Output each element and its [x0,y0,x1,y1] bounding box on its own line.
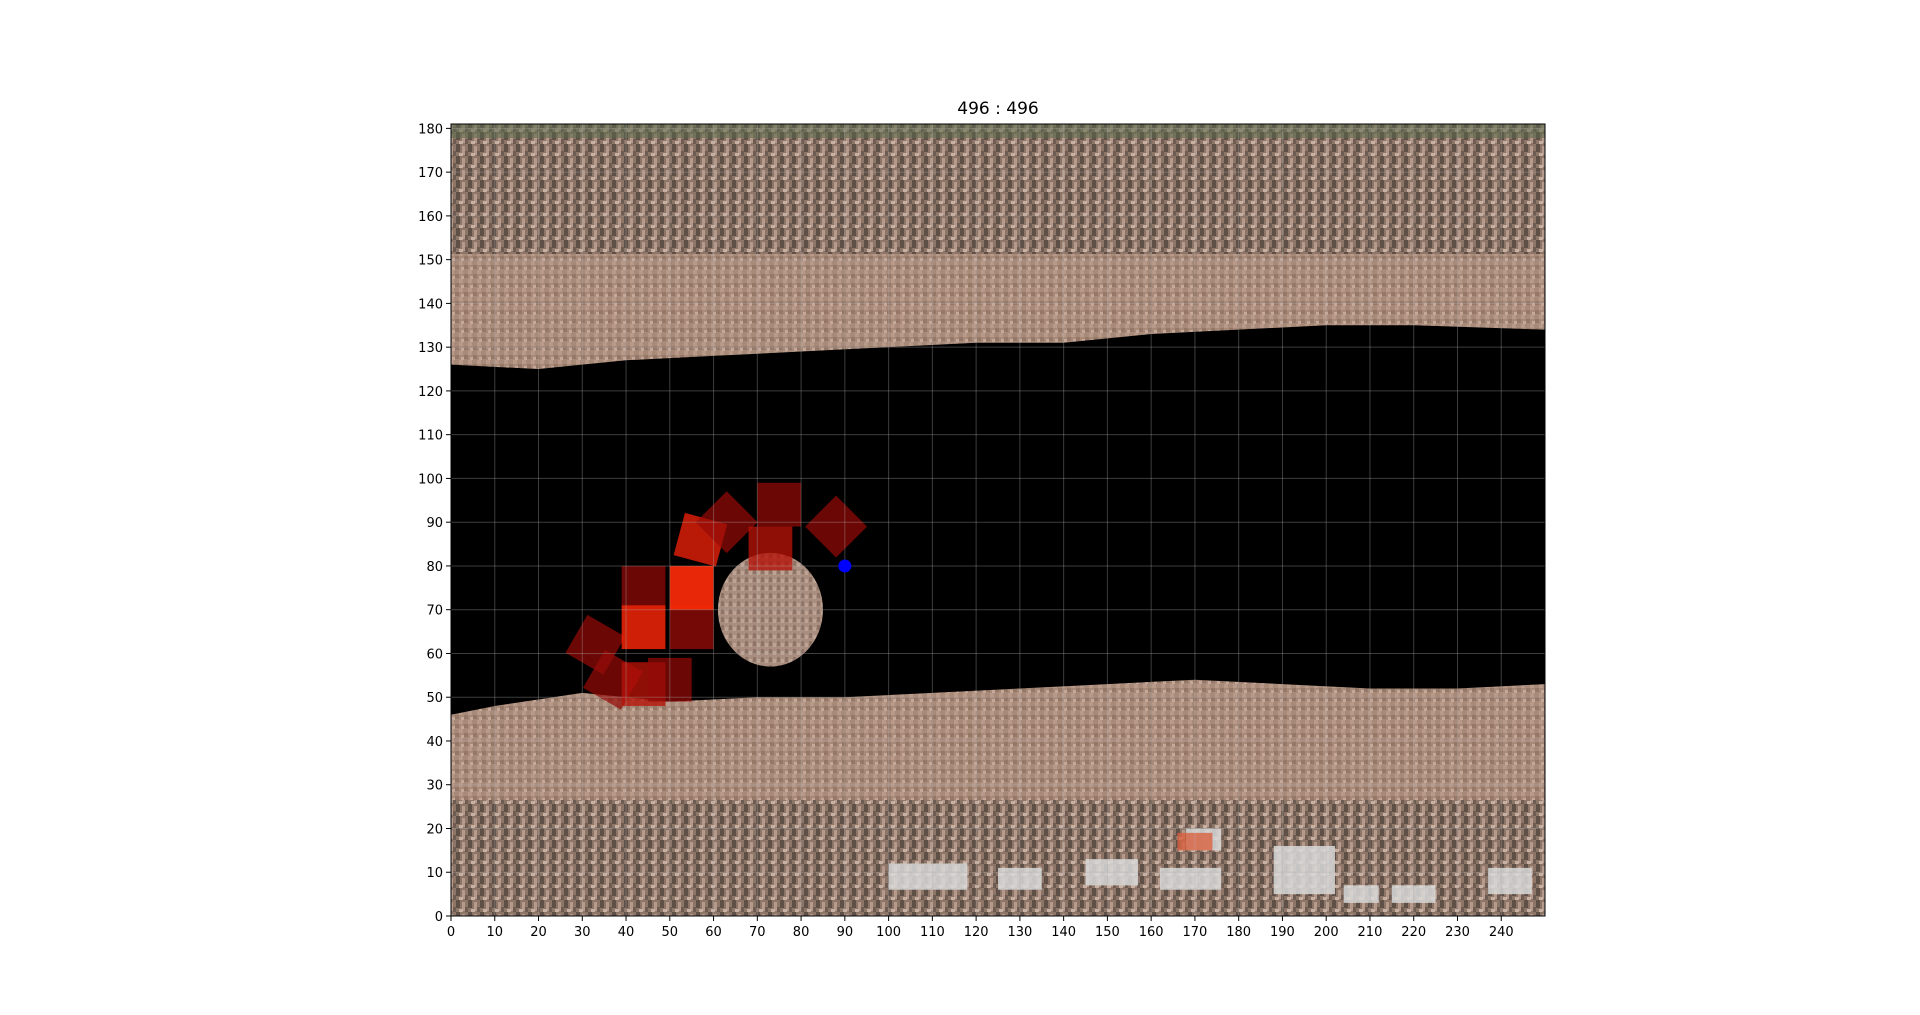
top-vegetation [451,124,1545,254]
plot-frame [450,123,1546,917]
x-tick-label: 230 [1445,925,1470,940]
y-tick-label: 150 [418,254,443,269]
x-tick-label: 10 [486,925,503,940]
y-tick-label: 80 [426,560,443,575]
x-tick-label: 200 [1314,925,1339,940]
y-tick-label: 60 [426,647,443,662]
structure [1159,867,1222,890]
y-tick-label: 30 [426,779,443,794]
x-tick-label: 240 [1489,925,1514,940]
y-tick-label: 100 [418,472,443,487]
background-image [451,124,1545,916]
x-tick-label: 190 [1270,925,1295,940]
x-tick-label: 50 [662,925,679,940]
activation-cell [805,495,868,558]
plot-area [451,124,1545,916]
y-tick-label: 180 [418,122,443,137]
activation-cells [565,482,868,710]
y-tick-label: 90 [426,516,443,531]
structure [1391,885,1436,903]
x-tick-label: 180 [1226,925,1251,940]
x-tick-label: 150 [1095,925,1120,940]
grid [451,124,1545,916]
title: 496 : 496 [957,99,1038,119]
y-tick-label: 0 [435,910,443,925]
structure [1273,845,1335,895]
x-tick-label: 30 [574,925,591,940]
y-tick-label: 160 [418,210,443,225]
x-axis: 0 10 20 30 40 50 60 70 80 90 100 110 120 130 140 150 160… [447,916,1514,940]
bottom-structures [888,828,1532,903]
y-tick-label: 70 [426,604,443,619]
structure [1488,867,1532,895]
structure-roof [1177,832,1213,851]
activation-cell [621,565,666,610]
activation-cell [621,605,666,650]
y-tick-label: 170 [418,166,443,181]
y-tick-label: 110 [418,429,443,444]
structure [1343,885,1379,903]
x-tick-label: 140 [1051,925,1076,940]
activation-cell [647,657,692,702]
x-tick-label: 110 [920,925,945,940]
x-tick-label: 120 [964,925,989,940]
y-tick-label: 140 [418,297,443,312]
agent-point [838,559,852,573]
obstacle [717,552,823,667]
activation-cell [669,605,714,650]
x-tick-label: 100 [876,925,901,940]
structure [1085,859,1139,886]
x-tick-label: 130 [1007,925,1032,940]
x-tick-label: 70 [749,925,766,940]
structure [998,867,1042,890]
x-tick-label: 20 [530,925,547,940]
y-tick-label: 120 [418,385,443,400]
bottom-vegetation [451,800,1545,916]
y-tick-label: 20 [426,822,443,837]
top-vegetation-dark-edge [451,124,1545,138]
activation-cell [669,565,714,610]
y-tick-label: 50 [426,691,443,706]
activation-cell [748,526,793,571]
x-tick-label: 40 [618,925,635,940]
x-tick-label: 160 [1139,925,1164,940]
y-tick-label: 40 [426,735,443,750]
x-tick-label: 60 [705,925,722,940]
x-tick-label: 0 [447,925,455,940]
y-axis: 0 10 20 30 40 50 60 70 80 90 100 110 120 130 140 150 160… [418,122,451,925]
structure [888,863,968,890]
x-tick-label: 80 [793,925,810,940]
activation-cell [757,482,802,527]
x-tick-label: 210 [1358,925,1383,940]
y-tick-label: 130 [418,341,443,356]
x-tick-label: 170 [1183,925,1208,940]
x-tick-label: 220 [1401,925,1426,940]
y-tick-label: 10 [426,866,443,881]
x-tick-label: 90 [837,925,854,940]
chart-title: 496 : 496 [957,99,1038,119]
